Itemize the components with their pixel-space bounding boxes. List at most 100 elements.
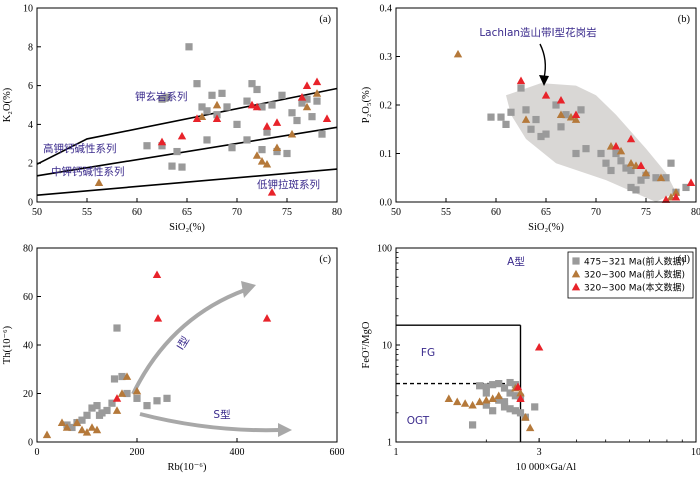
panel-3-series-1-point — [525, 423, 535, 432]
panel-1-series-0-point — [502, 120, 510, 128]
panel-0-series-2-point — [177, 131, 187, 140]
panel-3-xaxis-title: 10 000×Ga/Al — [516, 462, 577, 473]
panel-2-ytick-label: 40 — [23, 341, 33, 352]
panel-1-series-1-point — [571, 115, 581, 123]
panel-3-series-0-point — [500, 398, 509, 406]
panel-0-series-2-point — [252, 102, 262, 111]
panel-0-series-1-point — [302, 102, 312, 111]
panel-0-series-0-point — [163, 93, 171, 101]
panel-2-series-0-point — [88, 404, 96, 412]
panel-3-series-2-point — [534, 342, 544, 351]
panel-b-pointer-arrowhead — [539, 75, 549, 86]
panel-3-series-1-point — [475, 397, 484, 406]
panel-0-xaxis-title: SiO₂(%) — [169, 222, 205, 233]
panel-c-I-trend-arrowhead — [241, 281, 256, 298]
panel-0-ytick-label: 10 — [23, 4, 33, 15]
panel-0-series-0-point — [288, 109, 296, 117]
panel-a-field-label-2: 中钾钙碱性系列 — [51, 165, 125, 178]
panel-1-series-0-point — [682, 183, 690, 192]
panel-0-series-0-point — [313, 97, 321, 105]
panel-1-series-1-point — [656, 173, 666, 182]
panel-0-series-2-point — [262, 122, 272, 130]
panel-1-xtick-label: 65 — [541, 207, 551, 218]
panel-1-series-0-point — [627, 166, 635, 175]
panel-0-series-0-point — [158, 142, 166, 150]
panel-0-label: (a) — [319, 14, 331, 25]
panel-2-ytick-label: 0 — [28, 438, 33, 449]
panel-3-series-1-point — [516, 388, 525, 397]
panel-3-series-0-point — [500, 384, 509, 392]
panel-1-series-2-point — [541, 91, 551, 99]
panel-0-series-0-point — [178, 163, 186, 171]
panel-1-series-0-point — [572, 149, 580, 158]
panel-0-series-0-point — [203, 136, 211, 144]
panel-0-xtick-label: 50 — [32, 207, 42, 218]
panel-3-ytick-label: 1 — [387, 438, 392, 449]
panel-1-series-2-point — [686, 178, 696, 186]
panel-1-series-0-point — [552, 101, 560, 109]
panel-d-legend: 475~321 Ma(前人数据)320~300 Ma(前人数据)320~300 … — [567, 251, 694, 299]
panel-0-series-2-point — [247, 100, 257, 109]
panel-3-series-0-point — [495, 380, 503, 388]
panel-0-series-0-point — [173, 147, 181, 156]
panel-2-ytick-label: 20 — [23, 389, 33, 400]
panel-0-xtick-label: 65 — [182, 207, 192, 218]
panel-1-series-2-point — [611, 142, 621, 150]
panel-0-series-2-point — [322, 114, 332, 122]
panel-3-series-2-point — [516, 394, 525, 402]
panel-0-series-2-point — [157, 137, 167, 146]
panel-2-series-1-point — [42, 430, 52, 439]
panel-0-series-0-point — [308, 113, 316, 121]
panel-0-series-0-point — [258, 103, 266, 111]
panel-c-S-trend-arrow — [139, 412, 281, 433]
panel-1-series-0-point — [627, 183, 635, 192]
panel-1-series-2-point — [661, 195, 671, 203]
panel-2-series-2-point — [153, 314, 163, 322]
panel-0-series-0-point — [208, 91, 216, 99]
panel-3-series-1-point — [468, 400, 477, 409]
panel-0-yaxis-title: K₂O(%) — [2, 87, 13, 122]
panel-a-field-label-3: 低钾拉斑系列 — [257, 178, 320, 191]
panel-1-series-1-point — [671, 188, 681, 196]
panel-d-field-label-2: OGT — [407, 415, 430, 427]
panel-2-series-1-point — [82, 428, 92, 436]
panel-1-series-1-point — [626, 159, 636, 167]
panel-1-series-0-point — [542, 130, 550, 138]
panel-1-series-0-point — [602, 159, 610, 167]
panel-1-series-0-point — [497, 113, 505, 121]
panel-a-field-label-1: 高钾钙碱性系列 — [43, 142, 117, 155]
panel-2-series-0-point — [78, 416, 86, 424]
panel-3-series-1-point — [494, 391, 503, 400]
panel-0-ytick-label: 6 — [28, 81, 33, 92]
panel-1-series-2-point — [516, 76, 526, 85]
panel-1-series-0-point — [652, 174, 660, 182]
panel-2-series-0-point — [118, 372, 126, 381]
panel-0-xtick-label: 55 — [82, 207, 92, 218]
panel-1-series-0-point — [607, 166, 615, 175]
panel-0-series-1-point — [212, 100, 222, 109]
panel-2-xaxis-title: Rb(10⁻⁶) — [168, 462, 207, 473]
panel-3-series-0-point — [511, 392, 519, 400]
panel-3-series-0-point — [482, 389, 490, 397]
panel-1-xtick-label: 75 — [641, 207, 651, 218]
panel-c-S-type-label: S型 — [213, 408, 230, 421]
panel-0-series-1-point — [262, 159, 272, 168]
panel-b-field-label: Lachlan造山带I型花岗岩 — [479, 26, 596, 39]
panel-2-series-0-point — [163, 394, 171, 402]
panel-3-xtick-label: 3 — [537, 447, 542, 458]
panel-3-series-1-point — [521, 413, 530, 421]
panel-1-series-0-point — [517, 84, 525, 92]
panel-3-yaxis-title: FeOᵀ/MgO — [361, 321, 372, 368]
panel-3-ytick-label: 100 — [377, 244, 392, 255]
panel-3-label: (d) — [678, 254, 691, 265]
panel-c-I-trend-arrow — [131, 288, 246, 395]
panel-0-ytick-label: 4 — [28, 120, 33, 131]
panel-0-series-0-point — [243, 136, 251, 144]
panel-1-series-2-point — [626, 134, 636, 143]
panel-2-series-1-point — [117, 389, 127, 397]
panel-c: I型 S型 0 200 400 600 0 20 40 60 80 (c) Rb(10⁻⁶) Th(10⁻… — [2, 244, 345, 474]
panel-0-series-0-point — [273, 147, 281, 156]
panel-d-legend-marker-0 — [572, 257, 580, 265]
panel-0-series-2-point — [267, 188, 277, 196]
panel-2-xtick-label: 200 — [130, 447, 145, 458]
